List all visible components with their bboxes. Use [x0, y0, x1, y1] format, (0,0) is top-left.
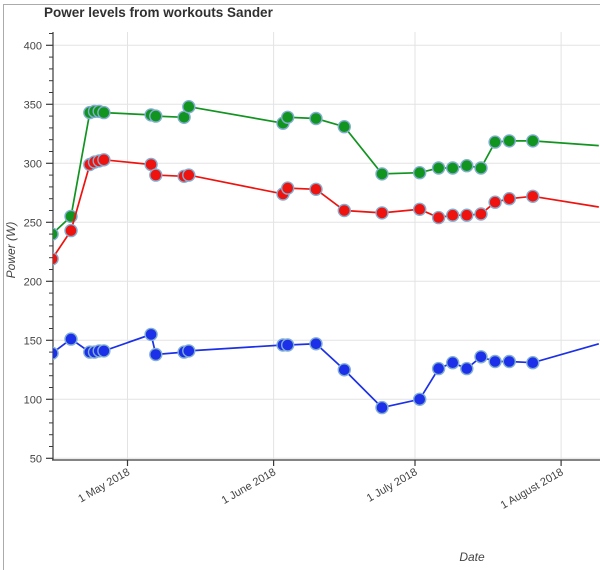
- marker-green[interactable]: [460, 158, 474, 173]
- marker-green[interactable]: [149, 109, 163, 123]
- marker-blue[interactable]: [46, 346, 59, 360]
- y-tick-label: 300: [24, 158, 42, 170]
- marker-blue[interactable]: [413, 392, 427, 406]
- gridlines: [53, 32, 600, 460]
- marker-red[interactable]: [182, 168, 196, 182]
- marker-blue[interactable]: [281, 338, 295, 352]
- marker-green[interactable]: [46, 227, 59, 241]
- y-tick-label: 400: [24, 40, 42, 52]
- data-series: [46, 99, 600, 415]
- marker-blue[interactable]: [97, 344, 111, 358]
- marker-blue[interactable]: [474, 350, 488, 364]
- y-tick-label: 350: [24, 99, 42, 111]
- x-tick-label: 1 May 2018: [76, 466, 132, 505]
- marker-red[interactable]: [526, 189, 540, 204]
- marker-red[interactable]: [375, 206, 389, 220]
- line-blue: [53, 333, 600, 409]
- window-border-left: [3, 4, 4, 570]
- marker-blue[interactable]: [64, 332, 78, 346]
- marker-red[interactable]: [149, 168, 163, 182]
- marker-red[interactable]: [502, 191, 516, 206]
- marker-green[interactable]: [97, 105, 111, 120]
- series-blue: [46, 327, 600, 415]
- marker-red[interactable]: [446, 208, 460, 222]
- marker-blue[interactable]: [375, 400, 389, 415]
- marker-green[interactable]: [413, 165, 427, 180]
- x-tick-label: 1 July 2018: [365, 466, 420, 505]
- marker-green[interactable]: [281, 110, 295, 125]
- marker-blue[interactable]: [144, 327, 158, 342]
- marker-green[interactable]: [488, 135, 502, 149]
- marker-blue[interactable]: [309, 337, 323, 351]
- marker-green[interactable]: [182, 99, 196, 114]
- line-green: [53, 105, 599, 235]
- series-green: [46, 99, 599, 241]
- x-tick-label: 1 August 2018: [499, 466, 566, 512]
- marker-green[interactable]: [526, 134, 540, 148]
- marker-red[interactable]: [97, 153, 111, 167]
- marker-blue[interactable]: [431, 361, 446, 376]
- marker-red[interactable]: [309, 182, 323, 197]
- marker-green[interactable]: [431, 161, 446, 175]
- marker-red[interactable]: [474, 207, 488, 221]
- marker-green[interactable]: [502, 134, 516, 148]
- marker-red[interactable]: [337, 203, 351, 218]
- marker-red[interactable]: [281, 181, 295, 195]
- marker-red[interactable]: [431, 210, 446, 225]
- marker-blue[interactable]: [182, 344, 196, 358]
- y-tick-label: 100: [24, 394, 42, 406]
- marker-blue[interactable]: [502, 354, 516, 369]
- marker-red[interactable]: [64, 223, 78, 238]
- marker-green[interactable]: [474, 161, 488, 175]
- marker-green[interactable]: [309, 111, 323, 126]
- marker-red[interactable]: [460, 208, 474, 222]
- marker-red[interactable]: [488, 195, 502, 209]
- marker-blue[interactable]: [526, 356, 540, 370]
- series-red: [46, 153, 599, 266]
- marker-red[interactable]: [413, 202, 427, 217]
- marker-blue[interactable]: [460, 361, 474, 376]
- y-tick-label: 200: [24, 276, 42, 288]
- x-tick-label: 1 June 2018: [220, 466, 278, 507]
- window-border-top: [3, 4, 600, 5]
- marker-green[interactable]: [446, 161, 460, 175]
- marker-blue[interactable]: [149, 347, 163, 362]
- y-tick-label: 250: [24, 217, 42, 229]
- y-axis-title: Power (W): [4, 222, 18, 279]
- y-tick-label: 50: [30, 453, 42, 465]
- chart-title: Power levels from workouts Sander: [44, 5, 273, 20]
- marker-green[interactable]: [375, 167, 389, 181]
- marker-blue[interactable]: [446, 356, 460, 370]
- marker-blue[interactable]: [488, 354, 502, 369]
- marker-red[interactable]: [46, 252, 59, 266]
- marker-blue[interactable]: [337, 363, 351, 377]
- line-red: [53, 158, 599, 260]
- y-tick-label: 150: [24, 335, 42, 347]
- x-axis-title: Date: [459, 550, 485, 564]
- marker-green[interactable]: [337, 119, 351, 134]
